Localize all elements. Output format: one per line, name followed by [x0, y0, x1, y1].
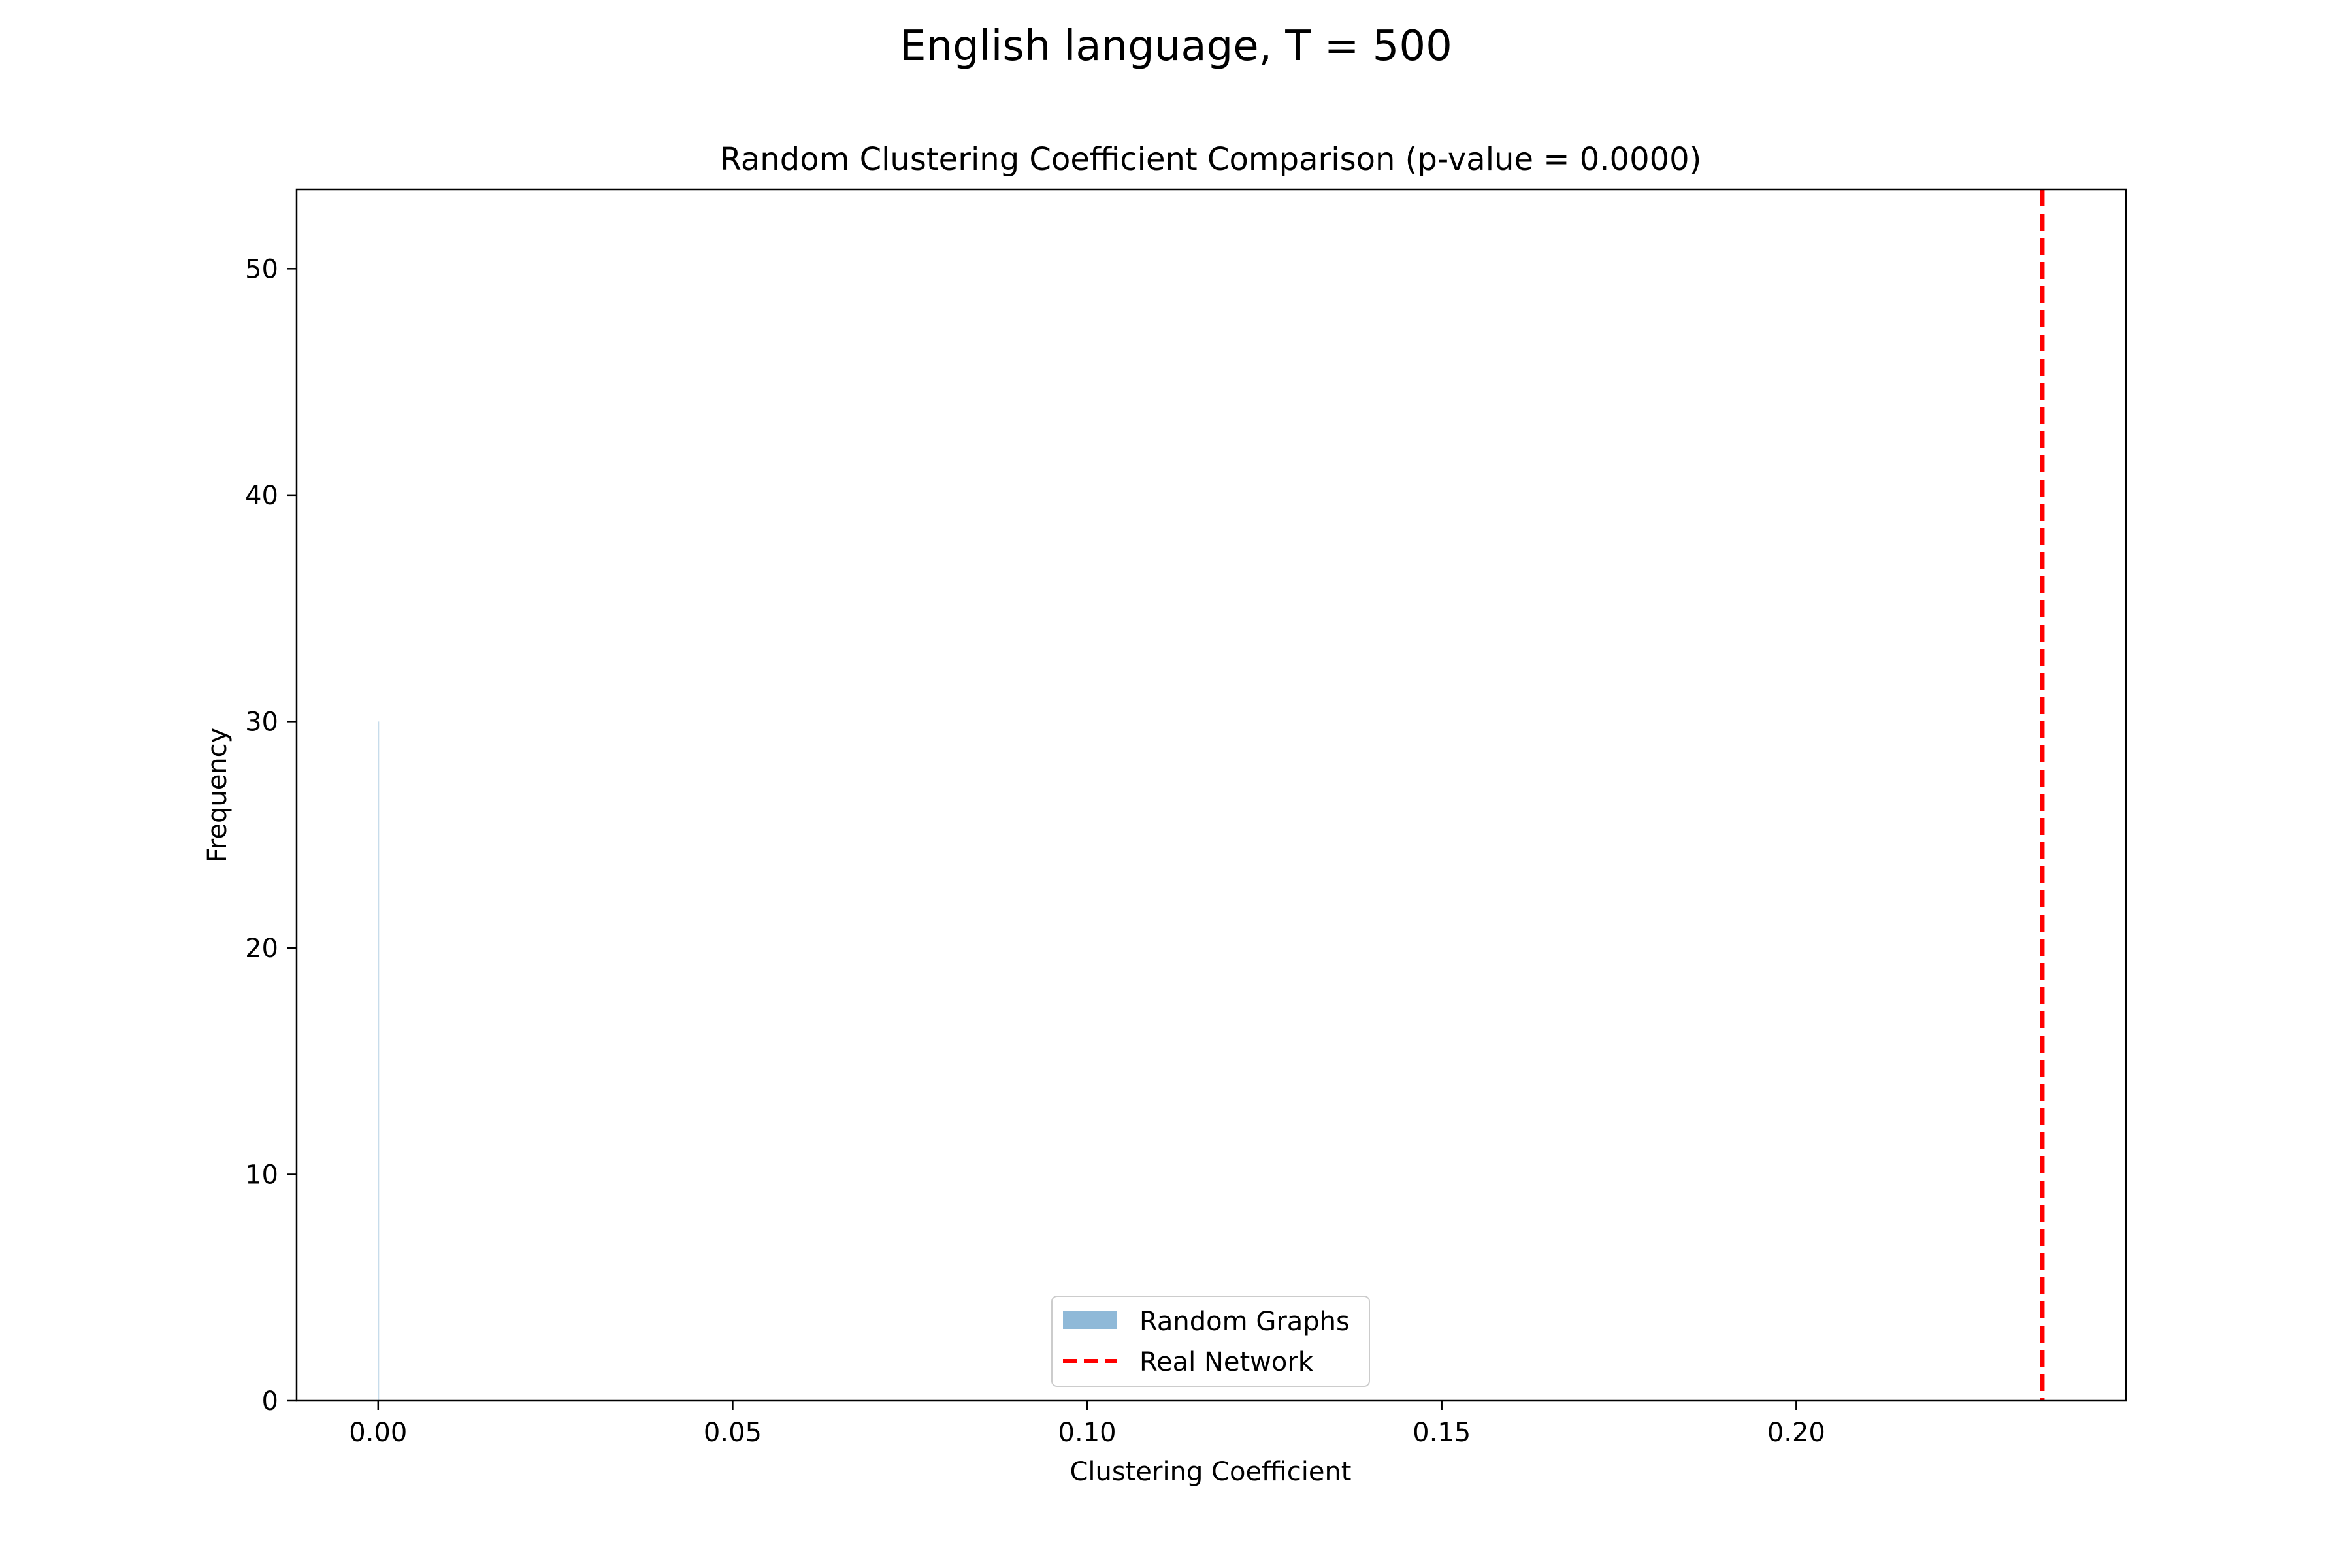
axes-frame [295, 188, 2127, 1402]
figure-suptitle: English language, T = 500 [900, 22, 1452, 71]
y-tick-label: 10 [245, 1160, 278, 1190]
x-tick-label: 0.05 [704, 1418, 762, 1448]
y-tick-label: 30 [245, 707, 278, 737]
chart-title: Random Clustering Coefficient Comparison… [720, 141, 1702, 178]
y-axis-ticks: 0 10 20 30 40 50 [245, 254, 297, 1416]
y-tick-label: 0 [262, 1386, 278, 1416]
y-tick-label: 40 [245, 481, 278, 511]
legend-label-random-graphs: Random Graphs [1139, 1307, 1350, 1337]
legend: Random Graphs Real Network [1051, 1296, 1370, 1387]
x-tick-label: 0.20 [1767, 1418, 1825, 1448]
y-tick-label: 50 [245, 254, 278, 284]
x-axis-ticks: 0.00 0.05 0.10 0.15 0.20 [349, 1401, 1825, 1448]
y-tick-label: 20 [245, 934, 278, 964]
y-axis-label: Frequency [203, 728, 233, 863]
x-tick-label: 0.10 [1058, 1418, 1117, 1448]
x-axis-label: Clustering Coefficient [1070, 1457, 1352, 1487]
plot-area [378, 189, 2045, 1401]
histogram-bar-0 [378, 721, 380, 1401]
x-tick-label: 0.15 [1413, 1418, 1471, 1448]
legend-box [1051, 1296, 1370, 1387]
x-tick-label: 0.00 [349, 1418, 407, 1448]
legend-swatch-random-graphs [1063, 1311, 1117, 1329]
legend-label-real-network: Real Network [1139, 1347, 1314, 1377]
